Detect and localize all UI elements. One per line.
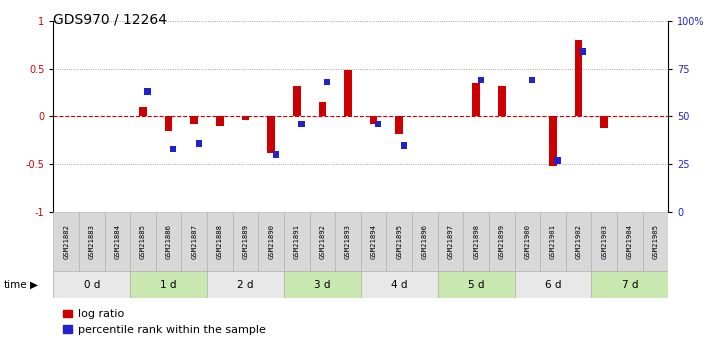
Bar [360,271,438,298]
Bar [130,212,156,271]
Text: GSM21891: GSM21891 [294,224,300,259]
Bar [319,102,326,117]
Bar [401,142,407,148]
Bar [375,121,382,127]
Bar [267,117,275,153]
Text: 6 d: 6 d [545,280,561,289]
Bar [196,140,202,147]
Bar [472,83,480,117]
Text: GDS970 / 12264: GDS970 / 12264 [53,12,167,26]
Text: GSM21900: GSM21900 [525,224,530,259]
Text: GSM21890: GSM21890 [268,224,274,259]
Text: GSM21888: GSM21888 [217,224,223,259]
Bar [216,117,224,126]
Bar [156,212,181,271]
Bar [130,271,207,298]
Bar [207,271,284,298]
Bar [232,212,258,271]
Text: GSM21886: GSM21886 [166,224,171,259]
Bar [387,212,412,271]
Text: GSM21901: GSM21901 [550,224,556,259]
Text: GSM21905: GSM21905 [653,224,658,259]
Bar [242,117,250,120]
Text: 0 d: 0 d [84,280,100,289]
Text: GSM21892: GSM21892 [319,224,326,259]
Bar [574,40,582,117]
Bar [515,212,540,271]
Text: time: time [4,280,27,289]
Bar [105,212,130,271]
Text: 7 d: 7 d [621,280,638,289]
Text: GSM21902: GSM21902 [576,224,582,259]
Bar [258,212,284,271]
Bar [181,212,207,271]
Text: 3 d: 3 d [314,280,331,289]
Text: GSM21882: GSM21882 [63,224,69,259]
Bar [309,212,335,271]
Text: 4 d: 4 d [391,280,407,289]
Bar [478,77,484,83]
Bar [438,212,464,271]
Bar [79,212,105,271]
Bar [53,271,130,298]
Bar [324,79,330,85]
Bar [293,86,301,117]
Bar [600,117,608,128]
Bar [549,117,557,166]
Text: GSM21883: GSM21883 [89,224,95,259]
Text: GSM21885: GSM21885 [140,224,146,259]
Bar [272,151,279,158]
Bar [298,121,304,127]
Text: GSM21893: GSM21893 [345,224,351,259]
Bar [53,212,79,271]
Text: GSM21896: GSM21896 [422,224,428,259]
Text: GSM21898: GSM21898 [473,224,479,259]
Bar [555,157,561,164]
Bar [344,70,352,117]
Bar [438,271,515,298]
Bar [284,271,360,298]
Text: GSM21887: GSM21887 [191,224,197,259]
Bar [335,212,360,271]
Text: GSM21904: GSM21904 [627,224,633,259]
Bar [395,117,403,134]
Bar [165,117,173,131]
Bar [617,212,643,271]
Text: GSM21897: GSM21897 [447,224,454,259]
Text: 2 d: 2 d [237,280,254,289]
Bar [360,212,387,271]
Bar [515,271,592,298]
Bar [643,212,668,271]
Legend: log ratio, percentile rank within the sample: log ratio, percentile rank within the sa… [59,305,270,339]
Bar [464,212,489,271]
Text: GSM21894: GSM21894 [370,224,377,259]
Bar [592,271,668,298]
Bar [592,212,617,271]
Text: ▶: ▶ [30,280,38,289]
Bar [566,212,592,271]
Text: 5 d: 5 d [468,280,484,289]
Text: GSM21889: GSM21889 [242,224,249,259]
Bar [191,117,198,124]
Text: GSM21884: GSM21884 [114,224,120,259]
Bar [170,146,176,152]
Text: 1 d: 1 d [161,280,177,289]
Bar [412,212,438,271]
Bar [207,212,232,271]
Bar [489,212,515,271]
Bar [580,48,587,55]
Bar [370,117,378,124]
Text: GSM21895: GSM21895 [396,224,402,259]
Text: GSM21899: GSM21899 [499,224,505,259]
Bar [498,86,506,117]
Bar [284,212,309,271]
Bar [540,212,566,271]
Bar [529,77,535,83]
Bar [144,88,151,95]
Text: GSM21903: GSM21903 [602,224,607,259]
Bar [139,107,147,117]
